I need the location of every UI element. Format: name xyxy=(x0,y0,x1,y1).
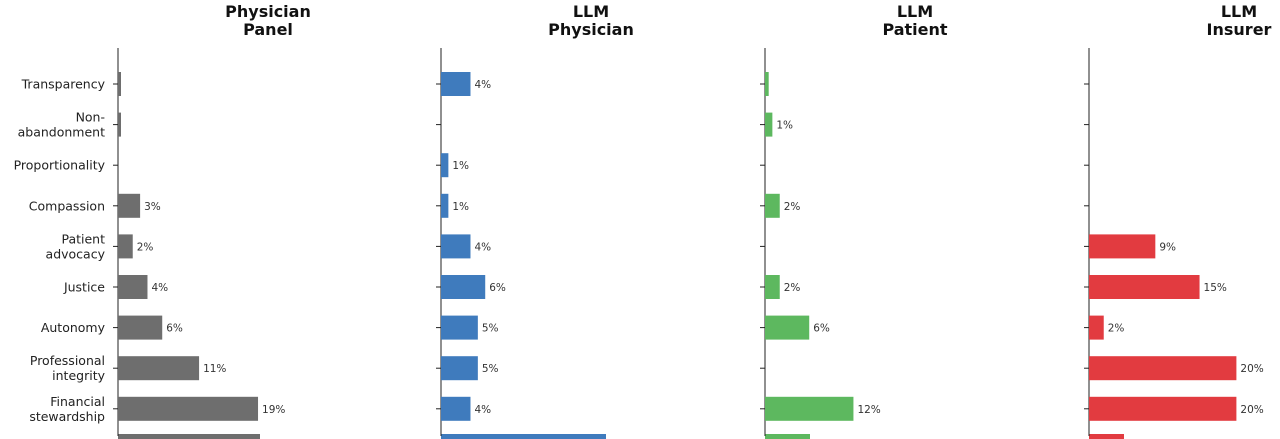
category-label: Non-abandonment xyxy=(18,110,105,140)
bar xyxy=(1089,396,1237,421)
data-label: 4% xyxy=(151,282,168,294)
bar xyxy=(765,112,773,137)
bar-cut-off xyxy=(441,434,606,439)
data-label: 19% xyxy=(262,404,285,416)
data-label: 11% xyxy=(203,363,226,375)
bar xyxy=(1089,275,1200,299)
bar xyxy=(765,315,810,340)
data-label: 6% xyxy=(813,323,830,335)
bar-cut-off xyxy=(1089,434,1124,439)
bar-cut-off xyxy=(118,434,260,439)
bar xyxy=(441,315,478,340)
data-label: 15% xyxy=(1204,282,1227,294)
bar xyxy=(1089,234,1156,259)
bar xyxy=(118,315,163,340)
bar xyxy=(118,193,141,218)
category-label: Patient advocacy xyxy=(46,231,106,261)
data-label: 1% xyxy=(452,201,469,213)
data-label: 20% xyxy=(1240,404,1263,416)
data-label: 4% xyxy=(474,404,491,416)
category-label: Autonomy xyxy=(41,320,106,335)
bar xyxy=(441,275,486,299)
data-label: 2% xyxy=(784,201,801,213)
bar xyxy=(441,193,449,218)
bar xyxy=(118,234,133,259)
bar xyxy=(441,153,449,178)
data-label: 2% xyxy=(784,282,801,294)
bar xyxy=(118,396,259,421)
panel-title: Physician Panel xyxy=(225,2,311,39)
bar xyxy=(118,356,200,381)
bar xyxy=(118,72,121,96)
bar xyxy=(441,356,478,381)
bar-cut-off xyxy=(765,434,810,439)
data-label: 2% xyxy=(1108,323,1125,335)
data-label: 3% xyxy=(144,201,161,213)
category-label: Justice xyxy=(63,280,105,295)
data-label: 5% xyxy=(482,323,499,335)
bar xyxy=(765,72,769,96)
data-label: 20% xyxy=(1240,363,1263,375)
data-label: 1% xyxy=(452,160,469,172)
bar xyxy=(441,396,471,421)
data-label: 2% xyxy=(137,241,154,253)
bar xyxy=(1089,356,1237,381)
data-label: 6% xyxy=(166,323,183,335)
data-label: 6% xyxy=(489,282,506,294)
bar xyxy=(765,193,780,218)
data-label: 4% xyxy=(474,241,491,253)
data-label: 4% xyxy=(474,79,491,91)
panel-title: LLM Insurer xyxy=(1207,2,1272,39)
bar xyxy=(1089,315,1104,340)
data-label: 9% xyxy=(1159,241,1176,253)
panel-title: LLM Physician xyxy=(548,2,634,39)
category-label: Financial stewardship xyxy=(29,394,105,424)
data-label: 1% xyxy=(776,120,793,132)
bar xyxy=(441,234,471,259)
bar xyxy=(441,72,471,96)
bar xyxy=(765,275,780,299)
category-label: Transparency xyxy=(21,77,106,92)
bar xyxy=(118,275,148,299)
data-label: 12% xyxy=(857,404,880,416)
panel-title: LLM Patient xyxy=(882,2,947,39)
category-label: Proportionality xyxy=(14,158,106,173)
category-label: Compassion xyxy=(29,198,105,213)
data-label: 5% xyxy=(482,363,499,375)
bar xyxy=(765,396,854,421)
category-label: Professional integrity xyxy=(30,353,106,383)
bar xyxy=(118,112,121,137)
